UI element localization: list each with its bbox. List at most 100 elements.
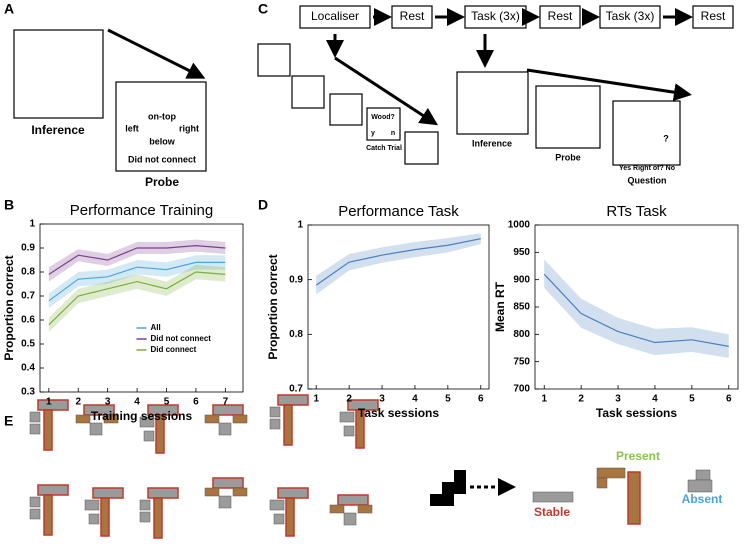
panel-label: C <box>258 1 268 17</box>
probe-frame <box>535 85 601 149</box>
y-tick-label: 0.6 <box>21 315 35 326</box>
y-axis-label: Proportion correct <box>2 255 16 360</box>
probe-word: on-top <box>148 111 176 121</box>
catch-option: y <box>371 130 375 137</box>
legend-label: Did not connect <box>151 334 212 343</box>
stone-block <box>139 499 151 511</box>
y-tick-label: 0.8 <box>289 329 303 340</box>
y-tick-label: 700 <box>513 384 530 395</box>
stone-block <box>269 499 285 511</box>
y-tick-label: 900 <box>513 274 530 285</box>
y-tick-label: 0.9 <box>21 243 35 254</box>
y-tick-label: 0.7 <box>21 291 35 302</box>
trial-frame <box>404 131 439 165</box>
shape <box>430 494 454 506</box>
question-text: Yes Right of? No <box>619 165 675 172</box>
line <box>48 261 226 302</box>
error-band <box>48 239 226 282</box>
x-tick-label: 1 <box>46 397 52 408</box>
wood-block <box>596 467 626 479</box>
y-tick-label: 0.7 <box>289 384 303 395</box>
x-tick-label: 2 <box>346 394 352 405</box>
inference-frame <box>456 71 529 135</box>
stone-block <box>29 411 41 423</box>
chart: Performance Task Task sessions Proportion … <box>266 203 490 420</box>
catch-frame <box>366 107 401 141</box>
y-tick-label: 0.9 <box>289 274 303 285</box>
probe-word: below <box>149 136 176 146</box>
caption: Probe <box>555 152 581 162</box>
stone-block <box>139 511 151 523</box>
x-tick-label: 5 <box>164 397 170 408</box>
stone-block <box>29 423 41 435</box>
x-tick-label: 3 <box>615 394 621 405</box>
question-frame <box>612 100 681 166</box>
chart-title: Performance Training <box>70 202 213 219</box>
stone-block <box>29 508 41 520</box>
stone-block <box>687 479 713 493</box>
catch-question: Wood? <box>371 114 395 121</box>
trial-frame <box>291 75 325 109</box>
x-tick-label: 6 <box>478 394 484 405</box>
wood-block <box>596 477 608 489</box>
timeline-box <box>692 5 734 29</box>
y-tick-label: 0.5 <box>21 339 35 350</box>
x-tick-label: 4 <box>134 397 140 408</box>
stone-block <box>29 496 41 508</box>
wood-block <box>627 471 641 525</box>
panel-label: E <box>4 413 13 429</box>
timeline-label: Task (3x) <box>471 9 520 23</box>
error-band <box>544 259 729 358</box>
timeline-box <box>599 5 661 29</box>
wood-block <box>329 504 345 514</box>
timeline-label: Rest <box>701 9 726 23</box>
arrow <box>107 28 206 79</box>
absent-label: Absent <box>682 492 723 506</box>
x-axis-label: Task sessions <box>596 406 677 420</box>
stone-block <box>532 491 574 503</box>
stone-block <box>84 499 100 511</box>
timeline-box <box>539 5 581 29</box>
inference-frame <box>13 29 104 119</box>
stone-block <box>269 406 281 418</box>
timeline-box <box>391 5 433 29</box>
stone-block <box>269 418 281 430</box>
trial-frame <box>257 43 291 77</box>
y-tick-label: 1 <box>29 219 35 230</box>
stone-block <box>695 469 711 481</box>
legend-label: Did connect <box>151 345 197 354</box>
stone-block <box>277 487 309 499</box>
stone-block <box>88 513 100 525</box>
present-label: Present <box>616 449 660 463</box>
catch-option: n <box>391 130 395 137</box>
arrow <box>526 68 692 102</box>
line <box>48 244 226 275</box>
timeline-label: Rest <box>400 9 425 23</box>
wood-block <box>285 497 295 537</box>
stone-block <box>337 494 369 506</box>
wood-block <box>204 414 220 424</box>
stone-block <box>212 477 244 489</box>
wood-block <box>43 409 53 451</box>
chart: RTs Task Task sessions Mean RT 700 750 800 850… <box>493 203 739 420</box>
wood-block <box>103 414 119 424</box>
x-tick-label: 1 <box>313 394 319 405</box>
stone-block <box>83 404 115 416</box>
error-band <box>316 233 481 295</box>
probe-word: right <box>179 123 199 133</box>
wood-block <box>204 487 220 497</box>
panel-label: D <box>258 197 268 213</box>
x-tick-label: 6 <box>726 394 732 405</box>
wood-block <box>232 414 248 424</box>
wood-block <box>75 414 91 424</box>
stone-block <box>339 411 355 423</box>
x-tick-label: 2 <box>578 394 584 405</box>
x-tick-label: 3 <box>379 394 385 405</box>
y-tick-label: 1000 <box>508 220 531 231</box>
y-tick-label: 950 <box>513 247 530 258</box>
probe-frame <box>115 81 207 172</box>
wood-block <box>100 497 110 537</box>
y-tick-label: 850 <box>513 302 530 313</box>
stone-block <box>343 425 355 437</box>
plot-frame <box>39 223 244 393</box>
